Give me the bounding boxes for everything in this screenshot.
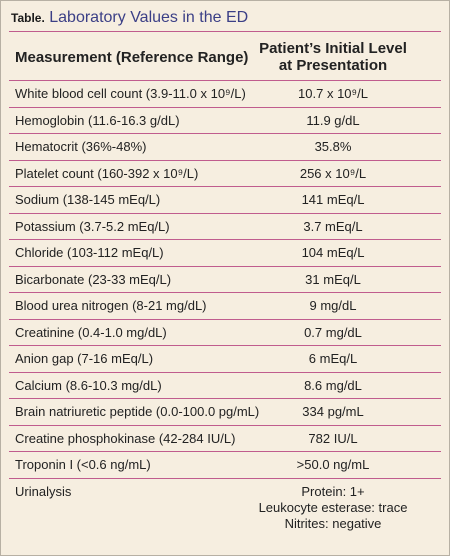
- table-row: White blood cell count (3.9-11.0 x 10⁹/L…: [9, 81, 441, 108]
- table-row-urinalysis: Urinalysis Protein: 1+ Leukocyte esterase:…: [9, 479, 441, 549]
- table-row: Creatinine (0.4-1.0 mg/dL) 0.7 mg/dL: [9, 320, 441, 346]
- table-row: Sodium (138-145 mEq/L) 141 mEq/L: [9, 187, 441, 214]
- value-cell: 11.9 g/dL: [306, 112, 360, 128]
- table-row: Blood urea nitrogen (8-21 mg/dL) 9 mg/dL: [9, 293, 441, 320]
- table-row: Platelet count (160-392 x 10⁹/L) 256 x 10…: [9, 161, 441, 187]
- table-row: Brain natriuretic peptide (0.0-100.0 pg/…: [9, 399, 441, 426]
- urinalysis-result-line: Nitrites: negative: [284, 515, 382, 531]
- header-initial-level: Patient’s Initial Level at Presentation: [233, 40, 433, 74]
- table-row: Troponin I (<0.6 ng/mL) >50.0 ng/mL: [9, 452, 441, 479]
- table-row: Chloride (103-112 mEq/L) 104 mEq/L: [9, 240, 441, 267]
- urinalysis-result-line: Protein: 1+: [301, 483, 365, 499]
- table-row: Bicarbonate (23-33 mEq/L) 31 mEq/L: [9, 267, 441, 293]
- measurement-cell: Platelet count (160-392 x 10⁹/L): [15, 165, 199, 181]
- table-title-text: Laboratory Values in the ED: [49, 9, 249, 26]
- table-label: Table.: [11, 11, 45, 25]
- urinalysis-result-line: Leukocyte esterase: trace: [258, 499, 408, 515]
- measurement-cell: Hemoglobin (11.6-16.3 g/dL): [15, 112, 180, 128]
- table-row: Creatine phosphokinase (42-284 IU/L) 782 …: [9, 426, 441, 452]
- table-title: Table. Laboratory Values in the ED: [11, 7, 248, 29]
- measurement-cell: Troponin I (<0.6 ng/mL): [15, 457, 151, 472]
- measurement-cell: Calcium (8.6-10.3 mg/dL): [15, 377, 162, 393]
- value-cell: >50.0 ng/mL: [296, 457, 370, 472]
- measurement-cell: Potassium (3.7-5.2 mEq/L): [15, 218, 170, 234]
- title-divider: [9, 31, 441, 32]
- value-cell: 0.7 mg/dL: [304, 324, 362, 340]
- measurement-cell: Bicarbonate (23-33 mEq/L): [15, 271, 172, 287]
- measurement-cell: Blood urea nitrogen (8-21 mg/dL): [15, 298, 207, 313]
- measurement-cell: Sodium (138-145 mEq/L): [15, 192, 161, 207]
- measurement-cell: Brain natriuretic peptide (0.0-100.0 pg/…: [15, 404, 260, 419]
- value-cell: 10.7 x 10⁹/L: [298, 86, 368, 101]
- table-row: Anion gap (7-16 mEq/L) 6 mEq/L: [9, 346, 441, 373]
- value-cell: 35.8%: [314, 139, 352, 154]
- measurement-cell: Urinalysis: [15, 483, 72, 499]
- header-initial-level-line1: Patient’s Initial Level: [259, 40, 407, 57]
- value-cell: 6 mEq/L: [308, 351, 358, 366]
- value-cell: 104 mEq/L: [301, 245, 365, 260]
- value-cell: 256 x 10⁹/L: [299, 165, 367, 181]
- value-cell: 8.6 mg/dL: [304, 377, 362, 393]
- value-cell: 782 IU/L: [308, 430, 358, 446]
- measurement-cell: Hematocrit (36%-48%): [15, 139, 147, 154]
- measurement-cell: Creatinine (0.4-1.0 mg/dL): [15, 324, 167, 340]
- value-cell: 31 mEq/L: [305, 271, 361, 287]
- value-cell: Protein: 1+ Leukocyte esterase: trace Nitr…: [233, 484, 433, 532]
- value-cell: 9 mg/dL: [309, 298, 357, 313]
- table-row: Hematocrit (36%-48%) 35.8%: [9, 134, 441, 161]
- table-header: Measurement (Reference Range) Patient’s …: [9, 35, 441, 81]
- table-row: Potassium (3.7-5.2 mEq/L) 3.7 mEq/L: [9, 214, 441, 240]
- value-cell: 141 mEq/L: [301, 192, 365, 207]
- table-body: White blood cell count (3.9-11.0 x 10⁹/L…: [9, 81, 441, 549]
- measurement-cell: Anion gap (7-16 mEq/L): [15, 351, 154, 366]
- table-row: Hemoglobin (11.6-16.3 g/dL) 11.9 g/dL: [9, 108, 441, 134]
- value-cell: 334 pg/mL: [302, 404, 364, 419]
- header-measurement: Measurement (Reference Range): [15, 49, 249, 66]
- header-initial-level-line2: at Presentation: [278, 57, 388, 74]
- measurement-cell: White blood cell count (3.9-11.0 x 10⁹/L…: [15, 86, 246, 101]
- value-cell: 3.7 mEq/L: [303, 218, 363, 234]
- measurement-cell: Creatine phosphokinase (42-284 IU/L): [15, 430, 236, 446]
- measurement-cell: Chloride (103-112 mEq/L): [15, 245, 164, 260]
- table-row: Calcium (8.6-10.3 mg/dL) 8.6 mg/dL: [9, 373, 441, 399]
